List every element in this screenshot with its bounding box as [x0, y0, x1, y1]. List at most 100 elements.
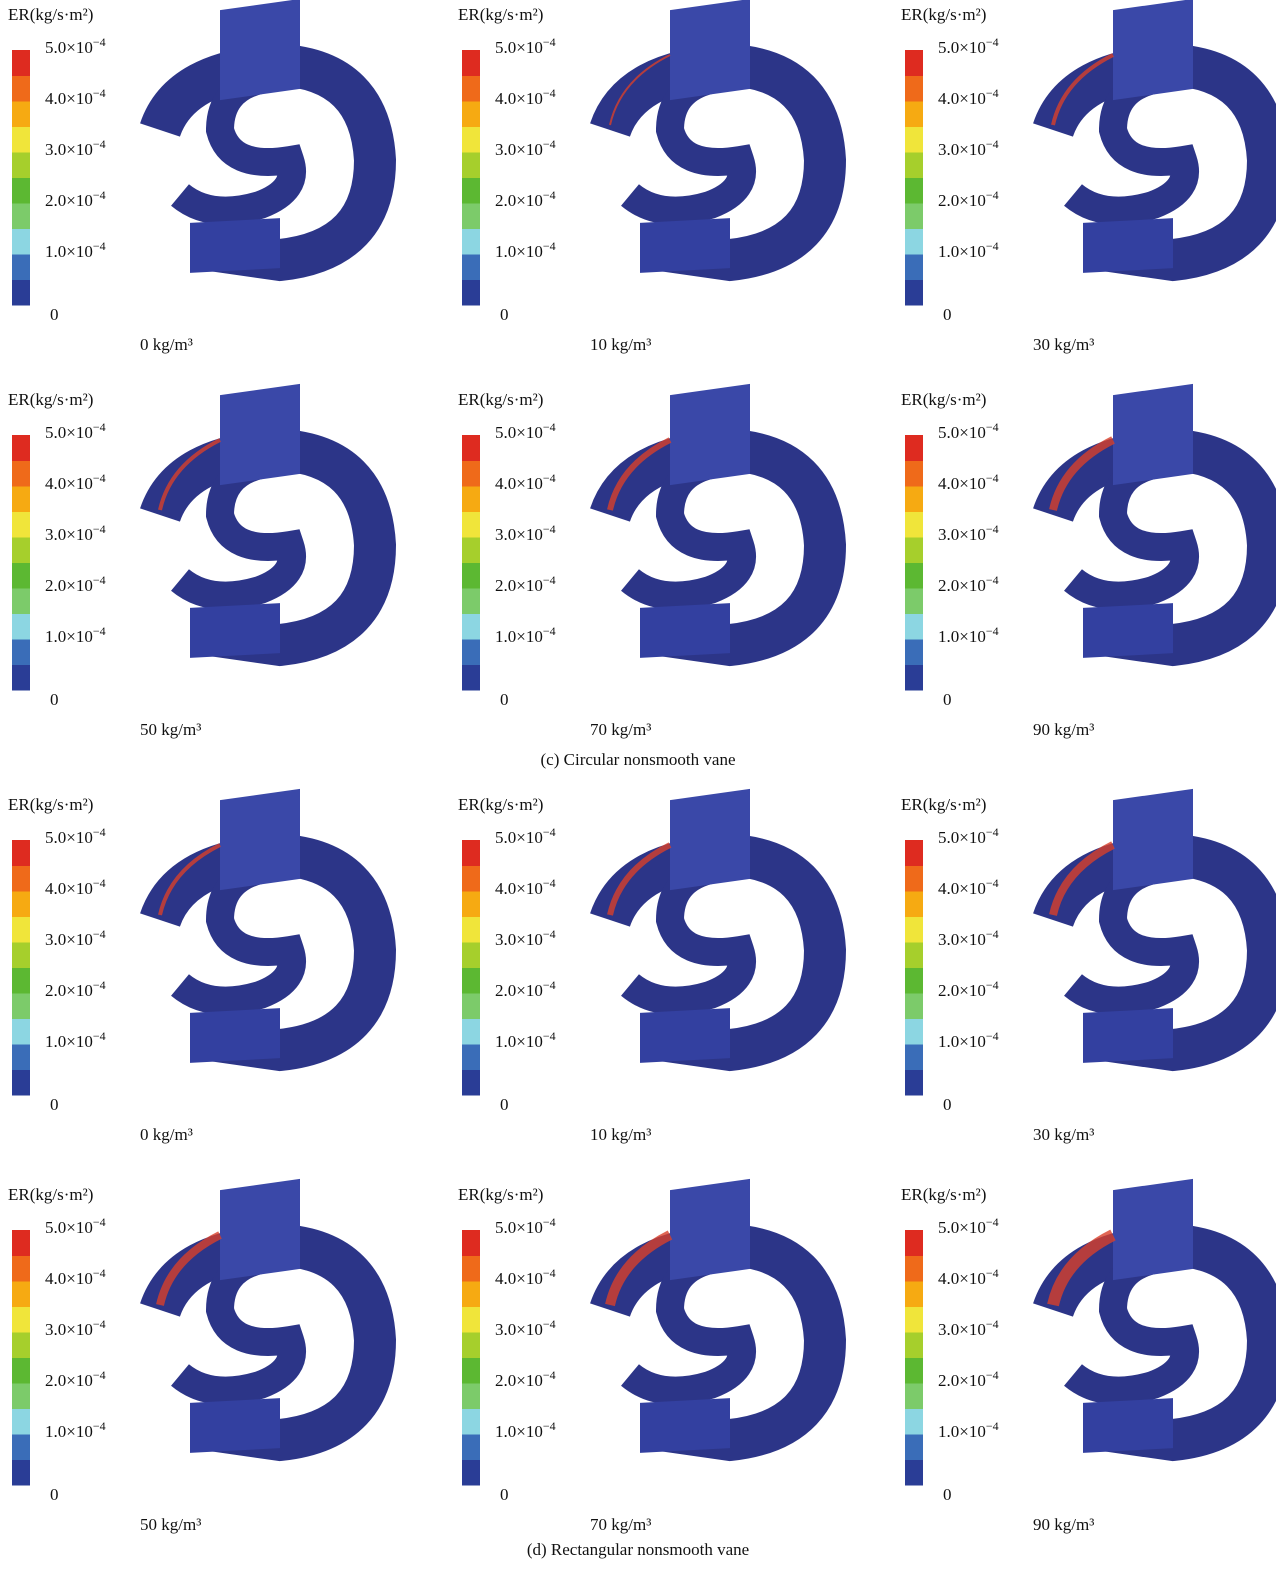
colorbar-band — [12, 435, 30, 461]
colorbar-tick-label: 4.0×10−4 — [938, 471, 999, 493]
colorbar-band — [905, 126, 923, 153]
colorbar-band — [905, 101, 923, 127]
colorbar-band — [905, 1230, 923, 1256]
colorbar-tick-label: 0 — [943, 690, 952, 709]
colorbar-tick-label: 1.0×10−4 — [45, 1029, 106, 1051]
vane-inner — [1064, 1246, 1199, 1405]
colorbar-tick-label: 1.0×10−4 — [45, 1419, 106, 1441]
vane-blade — [1113, 788, 1193, 891]
erosion-zone — [609, 54, 671, 126]
colorbar-band — [462, 588, 480, 614]
tick-base: 5.0×10 — [495, 828, 543, 847]
group-caption: (c) Circular nonsmooth vane — [541, 750, 736, 769]
colorbar-tick-label: 5.0×10−4 — [495, 825, 556, 847]
panel: ER(kg/s·m²)5.0×10−44.0×10−43.0×10−42.0×1… — [458, 788, 847, 1144]
colorbar-band — [12, 1383, 30, 1409]
erosion-zone — [1049, 841, 1115, 916]
tick-base: 5.0×10 — [45, 1218, 93, 1237]
colorbar-band — [462, 1069, 480, 1096]
colorbar-tick-label: 4.0×10−4 — [938, 876, 999, 898]
vane-blade — [640, 1398, 730, 1453]
colorbar-tick-label: 4.0×10−4 — [495, 876, 556, 898]
colorbar-band — [12, 865, 30, 892]
colorbar-band — [12, 1332, 30, 1358]
colorbar-band — [905, 1459, 923, 1486]
colorbar-band — [905, 75, 923, 102]
vane-inner — [621, 451, 756, 610]
colorbar-band — [462, 460, 480, 487]
tick-exponent: −4 — [93, 522, 106, 536]
colorbar-tick-label: 0 — [50, 305, 59, 324]
colorbar-tick-label: 1.0×10−4 — [495, 624, 556, 646]
tick-base: 0 — [500, 1485, 509, 1504]
tick-base: 5.0×10 — [495, 423, 543, 442]
colorbar-band — [12, 588, 30, 614]
tick-base: 2.0×10 — [938, 981, 986, 1000]
colorbar-band — [12, 50, 30, 76]
tick-exponent: −4 — [543, 1368, 556, 1382]
erosion-zone — [158, 438, 221, 511]
colorbar-tick-label: 4.0×10−4 — [495, 86, 556, 108]
tick-base: 4.0×10 — [495, 474, 543, 493]
colorbar-band — [462, 1281, 480, 1307]
colorbar-tick-label: 2.0×10−4 — [495, 188, 556, 210]
tick-exponent: −4 — [543, 86, 556, 100]
colorbar-band — [12, 664, 30, 691]
tick-base: 5.0×10 — [495, 1218, 543, 1237]
colorbar-band — [462, 50, 480, 76]
vane-outer — [590, 833, 847, 1072]
colorbar-band — [462, 967, 480, 994]
tick-base: 4.0×10 — [45, 1269, 93, 1288]
vane-blade — [190, 218, 280, 273]
colorbar-tick-label: 1.0×10−4 — [495, 1419, 556, 1441]
colorbar-band — [462, 537, 480, 563]
colorbar-band — [12, 1459, 30, 1486]
tick-base: 3.0×10 — [938, 1320, 986, 1339]
colorbar-tick-label: 3.0×10−4 — [495, 1317, 556, 1339]
vane-outer — [140, 1223, 397, 1462]
vane-blade — [220, 0, 300, 101]
erosion-zone — [1047, 1229, 1116, 1307]
colorbar-title: ER(kg/s·m²) — [8, 5, 93, 24]
colorbar-band — [12, 639, 30, 665]
vane-blade — [670, 1178, 750, 1281]
tick-base: 1.0×10 — [495, 627, 543, 646]
tick-base: 1.0×10 — [938, 1422, 986, 1441]
tick-base: 0 — [50, 1095, 59, 1114]
colorbar-band — [905, 993, 923, 1019]
colorbar-tick-label: 1.0×10−4 — [45, 624, 106, 646]
colorbar-tick-label: 0 — [943, 305, 952, 324]
colorbar-tick-label: 5.0×10−4 — [495, 420, 556, 442]
vane — [140, 1178, 397, 1462]
colorbar-band — [462, 228, 480, 255]
colorbar-band — [905, 1255, 923, 1282]
colorbar-tick-label: 2.0×10−4 — [495, 978, 556, 1000]
tick-exponent: −4 — [93, 573, 106, 587]
vane-inner — [1064, 856, 1199, 1015]
tick-base: 1.0×10 — [495, 242, 543, 261]
tick-base: 1.0×10 — [938, 627, 986, 646]
colorbar-band — [12, 993, 30, 1019]
tick-exponent: −4 — [93, 624, 106, 638]
colorbar-band — [905, 1383, 923, 1409]
tick-base: 5.0×10 — [495, 38, 543, 57]
panel-label: 0 kg/m³ — [140, 335, 193, 354]
colorbar-band — [12, 1408, 30, 1435]
tick-exponent: −4 — [93, 1266, 106, 1280]
colorbar-band — [12, 126, 30, 153]
colorbar-tick-label: 4.0×10−4 — [45, 86, 106, 108]
tick-exponent: −4 — [93, 1419, 106, 1433]
colorbar-tick-label: 3.0×10−4 — [45, 1317, 106, 1339]
colorbar-band — [12, 562, 30, 589]
colorbar-band — [12, 840, 30, 866]
colorbar-tick-label: 2.0×10−4 — [938, 573, 999, 595]
colorbar-band — [12, 1230, 30, 1256]
colorbar-title: ER(kg/s·m²) — [901, 795, 986, 814]
tick-exponent: −4 — [543, 188, 556, 202]
tick-exponent: −4 — [93, 188, 106, 202]
tick-base: 0 — [50, 690, 59, 709]
tick-exponent: −4 — [986, 188, 999, 202]
colorbar-band — [462, 1255, 480, 1282]
tick-exponent: −4 — [543, 978, 556, 992]
